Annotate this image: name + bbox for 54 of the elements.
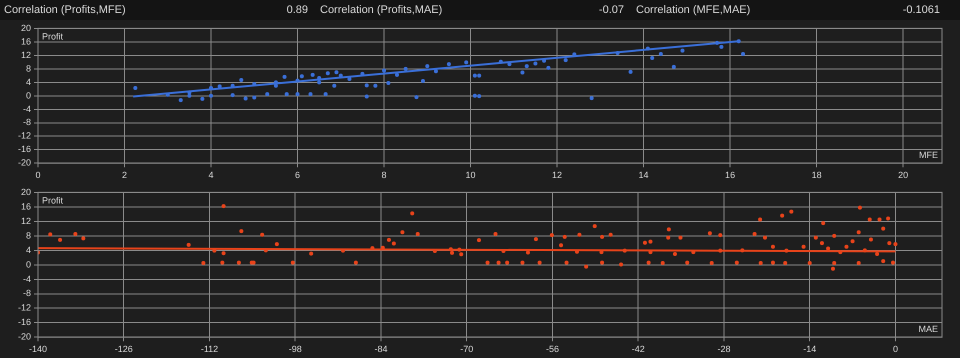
x-tick-label: -112 xyxy=(200,344,218,354)
y-tick-label: -4 xyxy=(22,104,31,114)
text: Correlation (Profits,MFE) xyxy=(4,4,126,16)
text: Correlation (MFE,MAE) xyxy=(636,4,750,16)
x-tick-label: -98 xyxy=(288,344,302,354)
x-tick-label: 12 xyxy=(552,170,562,180)
text: -0.07 xyxy=(598,4,624,16)
x-tick-label: 4 xyxy=(208,170,214,180)
y-tick-label: 8 xyxy=(26,230,31,240)
x-tick-label: -42 xyxy=(632,344,645,354)
x-tick-label: 2 xyxy=(122,170,128,180)
x-tick-label: 18 xyxy=(812,170,822,180)
x-tick-label: 8 xyxy=(382,170,387,180)
y-tick-label: 4 xyxy=(26,76,31,87)
x-tick-label: -56 xyxy=(546,344,559,354)
text: -0.1061 xyxy=(902,4,940,16)
y-tick-label: -12 xyxy=(18,130,31,141)
y-tick-label: 0 xyxy=(26,90,31,100)
x-tick-label: 6 xyxy=(295,170,300,180)
y-tick-label: -4 xyxy=(22,274,31,284)
y-tick-label: 4 xyxy=(26,244,31,255)
x-tick-label: 20 xyxy=(898,170,908,180)
y-tick-label: -8 xyxy=(22,288,31,298)
x-tick-label: -28 xyxy=(717,344,730,354)
y-tick-label: -20 xyxy=(18,158,31,168)
y-tick-label: 16 xyxy=(20,201,31,212)
y-tick-label: 0 xyxy=(26,259,31,270)
y-tick-label: -16 xyxy=(18,317,31,328)
y-tick-label: 8 xyxy=(26,63,31,74)
y-tick-label: -16 xyxy=(18,144,31,154)
x-tick-label: -140 xyxy=(28,344,48,354)
y-tick-label: -20 xyxy=(18,332,31,342)
y-tick-label: 20 xyxy=(20,22,31,33)
x-tick-label: 0 xyxy=(35,170,41,180)
x-tick-label: 10 xyxy=(466,170,476,180)
x-tick-label: 0 xyxy=(892,344,898,354)
y-tick-label: 16 xyxy=(20,36,31,46)
x-tick-label: -70 xyxy=(460,344,474,354)
y-tick-label: -8 xyxy=(22,117,31,128)
text: 0.89 xyxy=(286,4,308,16)
y-tick-label: -12 xyxy=(18,302,31,313)
y-tick-label: 12 xyxy=(20,50,31,60)
x-axis-title: MAE xyxy=(918,324,938,334)
x-tick-label: 16 xyxy=(725,170,736,180)
x-tick-label: -126 xyxy=(114,344,133,354)
text: Correlation (Profits,MAE) xyxy=(320,4,442,16)
x-tick-label: -84 xyxy=(374,344,388,354)
x-tick-label: 14 xyxy=(638,170,649,180)
y-tick-label: 20 xyxy=(20,186,31,197)
x-axis-title: MFE xyxy=(919,150,938,160)
y-tick-label: 12 xyxy=(20,216,31,226)
y-axis-title: Profit xyxy=(42,195,64,206)
y-axis-title: Profit xyxy=(42,31,64,42)
x-tick-label: -14 xyxy=(803,344,816,354)
